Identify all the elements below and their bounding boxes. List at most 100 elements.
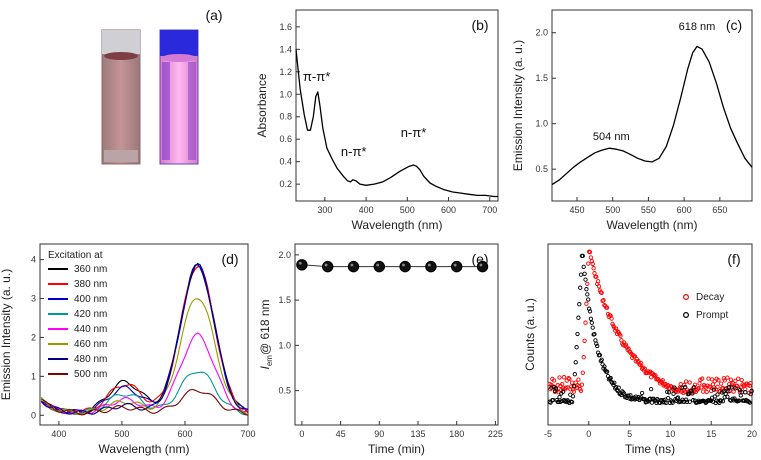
- data-point: [571, 389, 577, 394]
- data-point: [730, 381, 735, 386]
- legend-entry: 380 nm: [74, 279, 107, 290]
- data-point: [716, 378, 721, 383]
- data-point-highlight: [427, 263, 431, 267]
- data-point: [666, 390, 672, 395]
- data-point-highlight: [402, 263, 405, 267]
- y-tick-label: 2.0: [535, 28, 548, 38]
- peak-annotation-1: 618 nm: [679, 21, 716, 33]
- plot-frame: [295, 9, 499, 202]
- data-point: [726, 389, 731, 394]
- legend-title: Excitation at: [48, 250, 103, 261]
- data-point: [748, 380, 753, 386]
- data-point: [569, 380, 575, 385]
- x-tick-label: 0: [299, 429, 304, 439]
- data-point: [582, 271, 587, 276]
- data-point: [672, 385, 677, 390]
- x-tick-label: 10: [665, 429, 675, 439]
- data-point: [704, 389, 709, 395]
- x-tick-label: 15: [706, 429, 716, 439]
- x-tick-label: 135: [410, 429, 425, 439]
- data-point: [451, 260, 463, 273]
- data-point: [590, 325, 595, 330]
- series-line: [40, 371, 249, 416]
- legend-entry: 400 nm: [74, 294, 107, 305]
- data-point: [691, 398, 696, 403]
- series-line: [41, 388, 249, 416]
- data-point: [687, 380, 692, 385]
- y-axis-label-rest: @ 618 nm: [258, 299, 272, 355]
- y-tick-label: 1.0: [279, 89, 292, 99]
- data-point: [574, 345, 579, 350]
- y-tick-label: 1.5: [535, 73, 548, 83]
- data-point: [595, 343, 600, 349]
- data-point: [689, 388, 694, 394]
- data-point: [556, 399, 561, 405]
- x-tick-label: 500: [114, 429, 129, 439]
- data-point: [583, 277, 588, 282]
- panel-d: 400 500 600 700 0 1 2 3 4 (d) Wavelength (nm) Emiss…: [0, 243, 256, 456]
- data-point: [573, 360, 578, 365]
- x-tick-label: 0: [586, 429, 591, 439]
- annotation-2: n-π*: [401, 125, 427, 140]
- data-point: [725, 394, 730, 399]
- data-point: [576, 315, 581, 320]
- data-point: [722, 378, 727, 383]
- x-tick-label: 300: [317, 205, 332, 215]
- data-point: [575, 331, 580, 337]
- data-point: [563, 385, 568, 390]
- data-point: [476, 260, 489, 273]
- x-axis-label: Wavelength (nm): [607, 218, 698, 232]
- cuvette-ambient-cap: [102, 30, 140, 54]
- y-axis-label: Iem@ 618 nm: [258, 299, 274, 369]
- data-point-highlight: [376, 263, 380, 267]
- data-point: [682, 382, 687, 388]
- data-point: [725, 375, 730, 380]
- y-tick-label: 3: [31, 293, 36, 303]
- x-tick-label: 600: [441, 205, 456, 215]
- legend-entry: 360 nm: [74, 264, 107, 275]
- legend-marker: [682, 294, 689, 301]
- y-tick-label: 1.6: [279, 22, 292, 32]
- data-point: [675, 395, 681, 400]
- data-point: [684, 399, 690, 405]
- data-point-highlight: [479, 263, 483, 267]
- data-point: [592, 331, 597, 337]
- data-point: [723, 391, 728, 396]
- data-point: [687, 399, 692, 404]
- x-tick-label: 700: [482, 205, 497, 215]
- cuvette-uv-meniscus: [162, 54, 196, 62]
- data-point: [613, 326, 619, 331]
- data-point: [706, 376, 711, 381]
- x-tick-label: 700: [240, 429, 255, 439]
- data-point: [616, 385, 621, 390]
- data-point: [586, 306, 592, 311]
- series-line: [40, 332, 249, 415]
- data-point-highlight: [453, 263, 457, 267]
- data-point: [690, 391, 695, 396]
- data-point: [570, 394, 576, 399]
- data-point: [592, 271, 597, 276]
- emission-line: [551, 45, 753, 186]
- data-point: [611, 382, 616, 388]
- data-point: [683, 397, 689, 402]
- y-tick-label: 0.6: [279, 134, 292, 144]
- data-point: [653, 373, 658, 378]
- data-point: [683, 379, 689, 384]
- data-point: [595, 279, 601, 284]
- x-tick-label: 225: [488, 429, 503, 439]
- x-tick-label: 45: [336, 429, 346, 439]
- data-point: [671, 391, 676, 396]
- data-point: [581, 355, 586, 360]
- data-point: [578, 272, 584, 277]
- x-tick-label: 500: [400, 205, 415, 215]
- data-point: [720, 399, 726, 404]
- y-tick-label: 1.5: [278, 295, 291, 305]
- legend-entry: 480 nm: [74, 354, 107, 365]
- x-tick-label: 400: [359, 205, 374, 215]
- data-point: [749, 388, 754, 393]
- data-point: [639, 390, 645, 396]
- data-point: [678, 381, 683, 387]
- data-point: [576, 377, 581, 382]
- data-point: [557, 394, 562, 400]
